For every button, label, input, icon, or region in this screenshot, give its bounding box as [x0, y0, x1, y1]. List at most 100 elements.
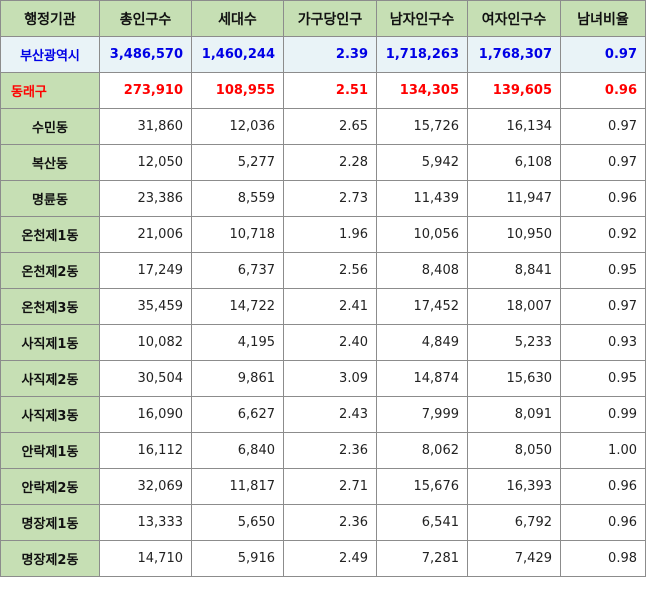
cell-male-population: 1,718,263: [376, 36, 468, 73]
cell-admin-unit: 명장제2동: [0, 540, 100, 577]
table-row: 안락제2동 32,069 11,817 2.71 15,676 16,393 0.96: [0, 468, 646, 505]
cell-households: 6,627: [191, 396, 284, 433]
cell-households: 12,036: [191, 108, 284, 145]
cell-female-population: 18,007: [467, 288, 561, 325]
cell-total-population: 273,910: [99, 72, 192, 109]
cell-sex-ratio: 0.97: [560, 36, 646, 73]
cell-households: 10,718: [191, 216, 284, 253]
cell-total-population: 3,486,570: [99, 36, 192, 73]
cell-male-population: 11,439: [376, 180, 468, 217]
table-row: 안락제1동 16,112 6,840 2.36 8,062 8,050 1.00: [0, 432, 646, 469]
cell-households: 6,737: [191, 252, 284, 289]
cell-sex-ratio: 1.00: [560, 432, 646, 469]
cell-sex-ratio: 0.98: [560, 540, 646, 577]
cell-admin-unit: 온천제1동: [0, 216, 100, 253]
cell-female-population: 139,605: [467, 72, 561, 109]
cell-sex-ratio: 0.96: [560, 504, 646, 541]
cell-male-population: 7,281: [376, 540, 468, 577]
cell-sex-ratio: 0.97: [560, 288, 646, 325]
table-row: 복산동 12,050 5,277 2.28 5,942 6,108 0.97: [0, 144, 646, 181]
cell-total-population: 17,249: [99, 252, 192, 289]
table-row: 온천제1동 21,006 10,718 1.96 10,056 10,950 0.92: [0, 216, 646, 253]
cell-male-population: 14,874: [376, 360, 468, 397]
cell-admin-unit: 안락제2동: [0, 468, 100, 505]
population-table: 행정기관 총인구수 세대수 가구당인구 남자인구수 여자인구수 남녀비율 부산광…: [0, 0, 646, 577]
cell-male-population: 7,999: [376, 396, 468, 433]
cell-total-population: 31,860: [99, 108, 192, 145]
cell-admin-unit: 동래구: [0, 72, 100, 109]
cell-households: 11,817: [191, 468, 284, 505]
cell-persons-per-household: 1.96: [283, 216, 377, 253]
cell-female-population: 15,630: [467, 360, 561, 397]
header-female-population: 여자인구수: [467, 0, 561, 37]
cell-admin-unit: 명륜동: [0, 180, 100, 217]
cell-male-population: 4,849: [376, 324, 468, 361]
header-admin-unit: 행정기관: [0, 0, 100, 37]
cell-persons-per-household: 3.09: [283, 360, 377, 397]
cell-total-population: 32,069: [99, 468, 192, 505]
cell-persons-per-household: 2.73: [283, 180, 377, 217]
cell-persons-per-household: 2.51: [283, 72, 377, 109]
cell-male-population: 8,062: [376, 432, 468, 469]
cell-households: 1,460,244: [191, 36, 284, 73]
cell-female-population: 10,950: [467, 216, 561, 253]
cell-male-population: 15,676: [376, 468, 468, 505]
cell-persons-per-household: 2.36: [283, 432, 377, 469]
cell-sex-ratio: 0.96: [560, 468, 646, 505]
cell-admin-unit: 명장제1동: [0, 504, 100, 541]
cell-admin-unit: 사직제2동: [0, 360, 100, 397]
cell-households: 8,559: [191, 180, 284, 217]
cell-persons-per-household: 2.28: [283, 144, 377, 181]
cell-persons-per-household: 2.43: [283, 396, 377, 433]
cell-persons-per-household: 2.56: [283, 252, 377, 289]
cell-admin-unit: 안락제1동: [0, 432, 100, 469]
cell-households: 108,955: [191, 72, 284, 109]
cell-admin-unit: 복산동: [0, 144, 100, 181]
cell-female-population: 8,050: [467, 432, 561, 469]
cell-male-population: 6,541: [376, 504, 468, 541]
cell-female-population: 16,393: [467, 468, 561, 505]
cell-sex-ratio: 0.99: [560, 396, 646, 433]
header-male-population: 남자인구수: [376, 0, 468, 37]
header-sex-ratio: 남녀비율: [560, 0, 646, 37]
table-row: 사직제3동 16,090 6,627 2.43 7,999 8,091 0.99: [0, 396, 646, 433]
cell-male-population: 10,056: [376, 216, 468, 253]
cell-persons-per-household: 2.71: [283, 468, 377, 505]
cell-households: 5,650: [191, 504, 284, 541]
cell-total-population: 16,112: [99, 432, 192, 469]
cell-admin-unit: 수민동: [0, 108, 100, 145]
cell-female-population: 5,233: [467, 324, 561, 361]
cell-male-population: 8,408: [376, 252, 468, 289]
cell-persons-per-household: 2.49: [283, 540, 377, 577]
cell-male-population: 17,452: [376, 288, 468, 325]
cell-households: 14,722: [191, 288, 284, 325]
cell-households: 4,195: [191, 324, 284, 361]
cell-total-population: 13,333: [99, 504, 192, 541]
cell-households: 9,861: [191, 360, 284, 397]
cell-admin-unit: 온천제3동: [0, 288, 100, 325]
cell-persons-per-household: 2.36: [283, 504, 377, 541]
cell-persons-per-household: 2.41: [283, 288, 377, 325]
table-row: 부산광역시 3,486,570 1,460,244 2.39 1,718,263 1,76…: [0, 36, 646, 73]
cell-total-population: 14,710: [99, 540, 192, 577]
table-row: 명장제1동 13,333 5,650 2.36 6,541 6,792 0.96: [0, 504, 646, 541]
cell-sex-ratio: 0.97: [560, 108, 646, 145]
cell-male-population: 5,942: [376, 144, 468, 181]
cell-total-population: 35,459: [99, 288, 192, 325]
cell-persons-per-household: 2.65: [283, 108, 377, 145]
cell-sex-ratio: 0.92: [560, 216, 646, 253]
table-row: 온천제2동 17,249 6,737 2.56 8,408 8,841 0.95: [0, 252, 646, 289]
cell-male-population: 15,726: [376, 108, 468, 145]
header-total-population: 총인구수: [99, 0, 192, 37]
cell-admin-unit: 사직제1동: [0, 324, 100, 361]
cell-admin-unit: 부산광역시: [0, 36, 100, 73]
cell-total-population: 30,504: [99, 360, 192, 397]
cell-female-population: 1,768,307: [467, 36, 561, 73]
cell-households: 6,840: [191, 432, 284, 469]
table-row: 명륜동 23,386 8,559 2.73 11,439 11,947 0.96: [0, 180, 646, 217]
cell-admin-unit: 온천제2동: [0, 252, 100, 289]
cell-sex-ratio: 0.93: [560, 324, 646, 361]
header-row: 행정기관 총인구수 세대수 가구당인구 남자인구수 여자인구수 남녀비율: [0, 0, 646, 37]
cell-female-population: 16,134: [467, 108, 561, 145]
cell-households: 5,916: [191, 540, 284, 577]
